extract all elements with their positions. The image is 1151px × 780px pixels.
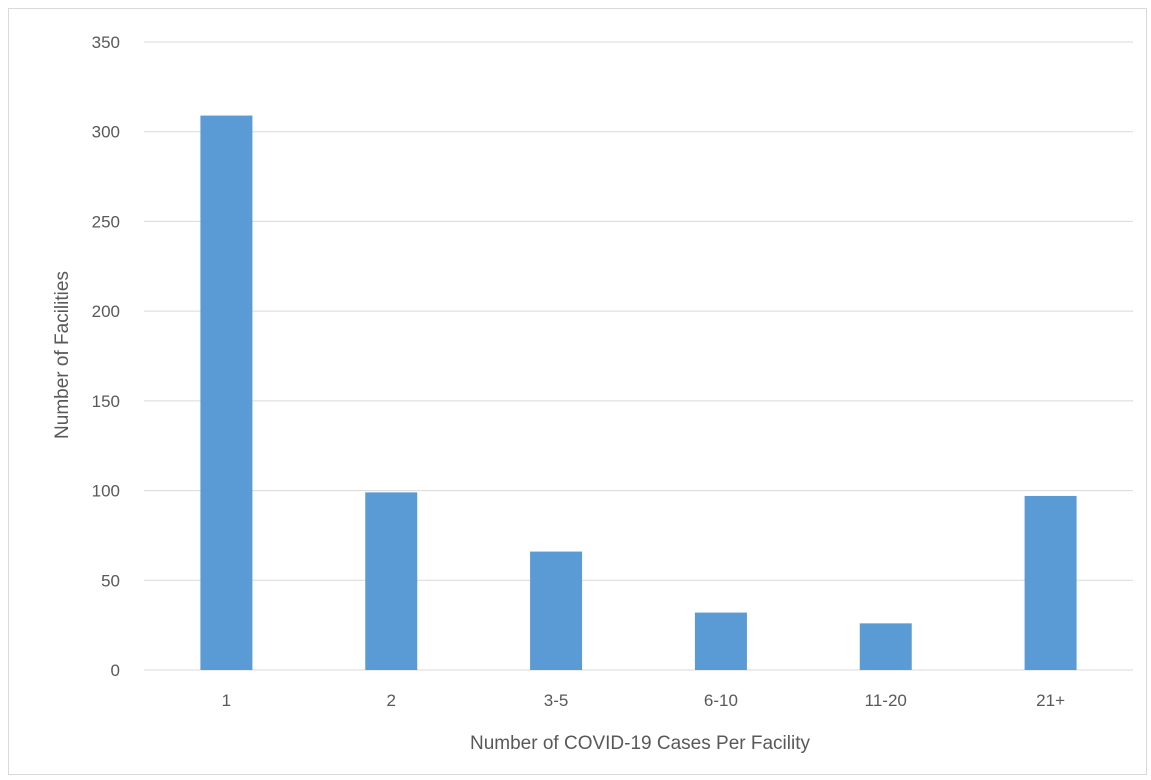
x-tick-label: 3-5 — [544, 691, 569, 710]
y-axis-ticks: 0 50 100 150 200 250 300 350 — [92, 33, 120, 680]
gridlines — [144, 41, 1133, 671]
y-tick-label: 150 — [92, 392, 120, 411]
x-tick-label: 11-20 — [865, 691, 907, 710]
y-tick-label: 200 — [92, 302, 120, 321]
x-axis-ticks: 1 2 3-5 6-10 11-20 21+ — [222, 691, 1065, 710]
bar — [365, 492, 418, 670]
y-tick-label: 250 — [92, 212, 120, 231]
y-tick-label: 100 — [92, 482, 120, 501]
x-tick-label: 21+ — [1036, 691, 1065, 710]
x-tick-label: 2 — [387, 691, 396, 710]
bar — [694, 612, 747, 670]
x-tick-label: 1 — [222, 691, 231, 710]
bar — [200, 115, 253, 670]
y-tick-label: 0 — [111, 661, 120, 680]
bar — [859, 623, 912, 670]
x-axis-title: Number of COVID-19 Cases Per Facility — [470, 733, 810, 754]
bar — [530, 551, 583, 670]
bar — [1024, 495, 1077, 670]
y-tick-label: 300 — [92, 123, 120, 142]
x-tick-label: 6-10 — [704, 691, 738, 710]
y-axis-title: Number of Facilities — [52, 271, 73, 439]
bars — [200, 115, 1077, 670]
y-tick-label: 350 — [92, 33, 120, 52]
y-tick-label: 50 — [101, 571, 120, 590]
